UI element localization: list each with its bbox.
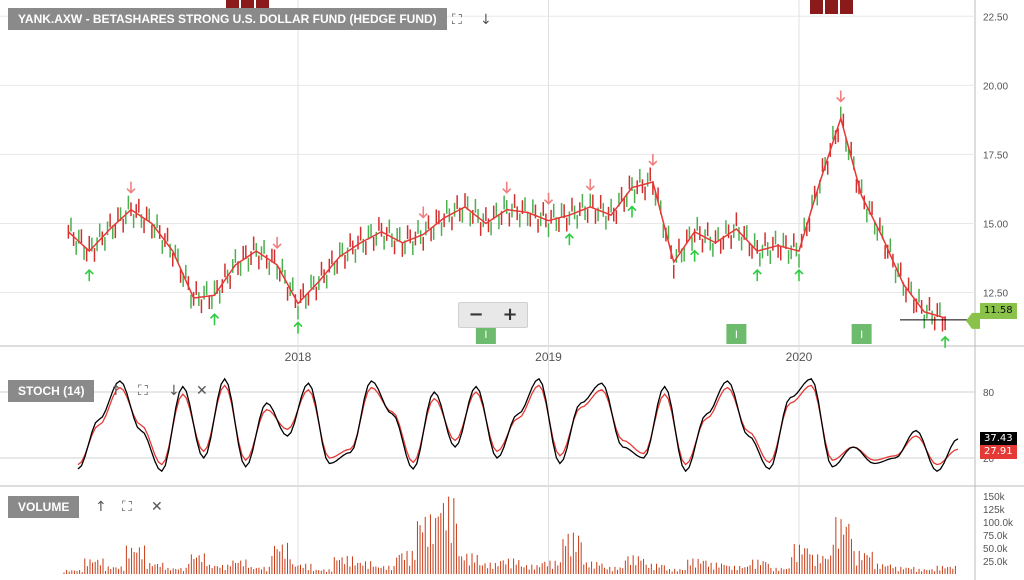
close-icon[interactable]: ✕ [196,383,208,399]
event-marker-label: I [860,329,863,341]
buy-arrow-icon [690,249,700,262]
buy-arrow-icon [293,321,303,334]
time-axis-tick: 2019 [535,350,562,364]
price-axis-tick: 17.50 [983,150,1008,161]
event-marker-icon [810,0,823,14]
buy-arrow-icon [940,335,950,348]
sell-arrow-icon [585,178,595,192]
stoch-k-line [77,377,959,473]
buy-arrow-icon [627,205,637,218]
sell-arrow-icon [836,90,846,103]
stoch-k-value: 37.43 [980,432,1017,446]
sell-arrow-icon [126,181,136,194]
move-up-icon[interactable]: ↑ [110,383,122,399]
volume-axis-tick: 25.0k [983,557,1008,568]
fullscreen-icon[interactable]: ⛶ [138,383,148,399]
sell-arrow-icon [502,181,512,194]
zoom-out-button[interactable]: − [468,304,484,325]
buy-arrow-icon [794,268,804,282]
price-axis-tick: 12.50 [983,289,1008,300]
event-marker-icon [726,324,747,344]
move-down-icon[interactable]: ↓ [168,383,180,399]
volume-axis-tick: 50.0k [983,544,1008,555]
event-marker-icon [840,0,853,14]
sell-arrow-icon [543,192,554,205]
buy-arrow-icon [752,268,762,282]
price-axis-tick: 22.50 [983,12,1008,23]
event-marker-icon [825,0,838,14]
time-axis-tick: 2018 [285,350,312,364]
stoch-d-value: 27.91 [980,445,1017,459]
stoch-axis-tick: 20 [983,454,995,465]
zoom-control: − + [458,302,528,328]
last-price-label: 11.58 [980,303,1017,319]
volume-axis-tick: 75.0k [983,531,1008,542]
volume-axis-tick: 125k [983,505,1006,516]
price-axis-tick: 15.00 [983,219,1008,230]
moving-average-line [67,115,946,319]
stoch-title: STOCH (14) [8,380,95,402]
sell-arrow-icon [418,206,428,219]
chart-title: YANK.AXW - BETASHARES STRONG U.S. DOLLAR… [8,8,447,30]
fullscreen-icon[interactable]: ⛶ [122,499,132,515]
stoch-axis-tick: 80 [983,388,995,399]
download-arrow-icon[interactable]: ↓ [480,12,492,28]
zoom-in-button[interactable]: + [502,304,518,325]
buy-arrow-icon [209,313,220,326]
buy-arrow-icon [564,233,574,246]
event-marker-icon [475,324,496,344]
last-price-pointer [966,312,980,329]
close-icon[interactable]: ✕ [151,499,163,515]
event-marker-icon [851,324,872,344]
price-axis-tick: 20.00 [983,81,1008,92]
move-up-icon[interactable]: ↑ [95,499,107,515]
volume-axis-tick: 150k [983,492,1006,503]
time-axis-tick: 2020 [786,350,813,364]
volume-axis-tick: 100.0k [983,518,1014,529]
stoch-d-line [77,384,959,466]
sell-arrow-icon [648,154,658,167]
event-marker-label: I [484,329,487,341]
sell-arrow-icon [272,236,282,250]
fullscreen-icon[interactable]: ⛶ [452,12,462,28]
buy-arrow-icon [84,268,94,282]
event-marker-label: I [735,329,738,341]
volume-title: VOLUME [8,496,80,518]
